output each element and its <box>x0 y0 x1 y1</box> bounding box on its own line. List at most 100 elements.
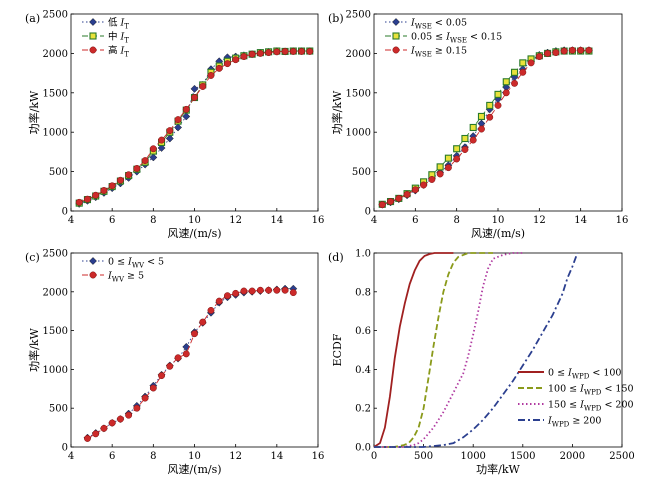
y-tick-label: 0.8 <box>355 287 371 298</box>
legend-label: 100 ≤ IWPD < 150 <box>548 384 634 397</box>
data-point <box>577 46 585 54</box>
x-tick-label: 12 <box>533 215 546 226</box>
data-point <box>502 89 510 97</box>
data-point <box>306 47 314 55</box>
data-point <box>191 94 198 101</box>
data-point <box>560 47 568 55</box>
series-line <box>382 49 589 206</box>
data-point <box>281 286 289 294</box>
data-point <box>133 164 141 172</box>
series-line <box>87 288 294 439</box>
y-tick-label: 2500 <box>43 249 68 260</box>
data-point <box>486 113 494 121</box>
data-point <box>428 176 436 183</box>
x-tick-label: 0 <box>371 451 377 462</box>
data-point <box>494 90 502 98</box>
chart-panel-b: 4 6 8 10 12 14 16 0 500 1000 1500 2000 2500 风速/(m/s) 功… <box>328 10 628 241</box>
data-point <box>199 318 207 326</box>
data-point <box>273 48 281 56</box>
x-tick-label: 8 <box>453 215 459 226</box>
data-point <box>100 187 108 194</box>
x-tick-label: 1000 <box>460 451 485 462</box>
series-markers <box>75 47 314 206</box>
series-markers <box>378 47 593 208</box>
legend-marker <box>392 18 400 26</box>
data-point <box>174 354 182 362</box>
data-point <box>544 49 552 57</box>
x-tick-label: 2500 <box>609 451 634 462</box>
legend-label: 低 IT <box>108 17 129 31</box>
data-point <box>165 134 174 143</box>
data-point <box>469 136 477 144</box>
data-point <box>199 83 207 90</box>
legend-label: 中 IT <box>108 31 129 45</box>
legend-label: IWSE < 0.05 <box>410 18 467 31</box>
legend-label: IWV ≥ 5 <box>107 271 144 284</box>
data-point <box>387 198 394 205</box>
legend-label: IWPD ≥ 200 <box>547 416 601 429</box>
series-line <box>87 289 294 439</box>
x-tick-label: 10 <box>188 451 201 462</box>
data-point <box>232 289 240 297</box>
data-point <box>486 101 494 109</box>
legend-marker <box>392 46 400 54</box>
data-point <box>436 170 444 178</box>
y-tick-label: 1000 <box>43 128 68 139</box>
data-point <box>403 191 411 198</box>
panel-label: (b) <box>328 12 344 25</box>
y-tick-label: 0.2 <box>355 404 371 415</box>
legend-marker <box>89 46 97 54</box>
data-point <box>273 286 281 294</box>
chart-panel-a: 4 6 8 10 12 14 16 0 500 1000 1500 2000 2500 风速/(m/s) 功… <box>25 10 324 241</box>
x-tick-label: 6 <box>109 215 115 226</box>
data-point <box>125 411 133 419</box>
x-tick-label: 1500 <box>510 451 535 462</box>
data-point <box>215 64 223 72</box>
data-point <box>568 46 576 54</box>
data-point <box>84 435 91 442</box>
x-axis-label: 功率/kW <box>476 462 520 476</box>
data-point <box>141 394 149 402</box>
x-tick-label: 14 <box>270 215 283 226</box>
y-tick-label: 0 <box>365 207 371 218</box>
data-point <box>207 72 215 79</box>
data-point <box>289 47 297 55</box>
y-axis-label: 功率/kW <box>330 90 344 134</box>
data-point <box>108 182 116 190</box>
x-axis-label: 风速/(m/s) <box>167 227 221 240</box>
x-tick-label: 4 <box>68 451 74 462</box>
data-point <box>552 49 560 57</box>
data-point <box>223 292 231 300</box>
data-point <box>108 419 116 427</box>
data-point <box>519 68 527 76</box>
data-point <box>585 46 593 54</box>
data-point <box>190 84 199 93</box>
x-tick-label: 12 <box>229 451 242 462</box>
y-tick-label: 500 <box>352 167 371 178</box>
x-tick-label: 14 <box>270 451 283 462</box>
panel-label: (d) <box>328 251 344 264</box>
y-axis-label: ECDF <box>331 333 344 366</box>
legend: 0 ≤ IWPD < 100 100 ≤ IWPD < 150 150 ≤ IWPD… <box>518 368 634 429</box>
x-tick-label: 16 <box>616 215 629 226</box>
series-line <box>374 252 493 448</box>
x-tick-label: 4 <box>68 215 74 226</box>
legend-marker <box>89 257 97 265</box>
data-point <box>157 144 166 152</box>
legend-marker <box>89 271 97 279</box>
panel-label: (a) <box>25 12 40 25</box>
data-point <box>232 56 240 64</box>
data-point <box>469 123 477 132</box>
y-tick-label: 2000 <box>346 49 371 60</box>
data-point <box>116 176 124 184</box>
data-point <box>92 191 100 199</box>
y-tick-label: 0.0 <box>355 443 371 454</box>
y-tick-label: 1000 <box>346 128 371 139</box>
y-tick-label: 2000 <box>43 287 68 298</box>
data-point <box>478 125 485 133</box>
x-tick-label: 10 <box>188 215 201 226</box>
legend-label: 高 IT <box>108 45 129 59</box>
